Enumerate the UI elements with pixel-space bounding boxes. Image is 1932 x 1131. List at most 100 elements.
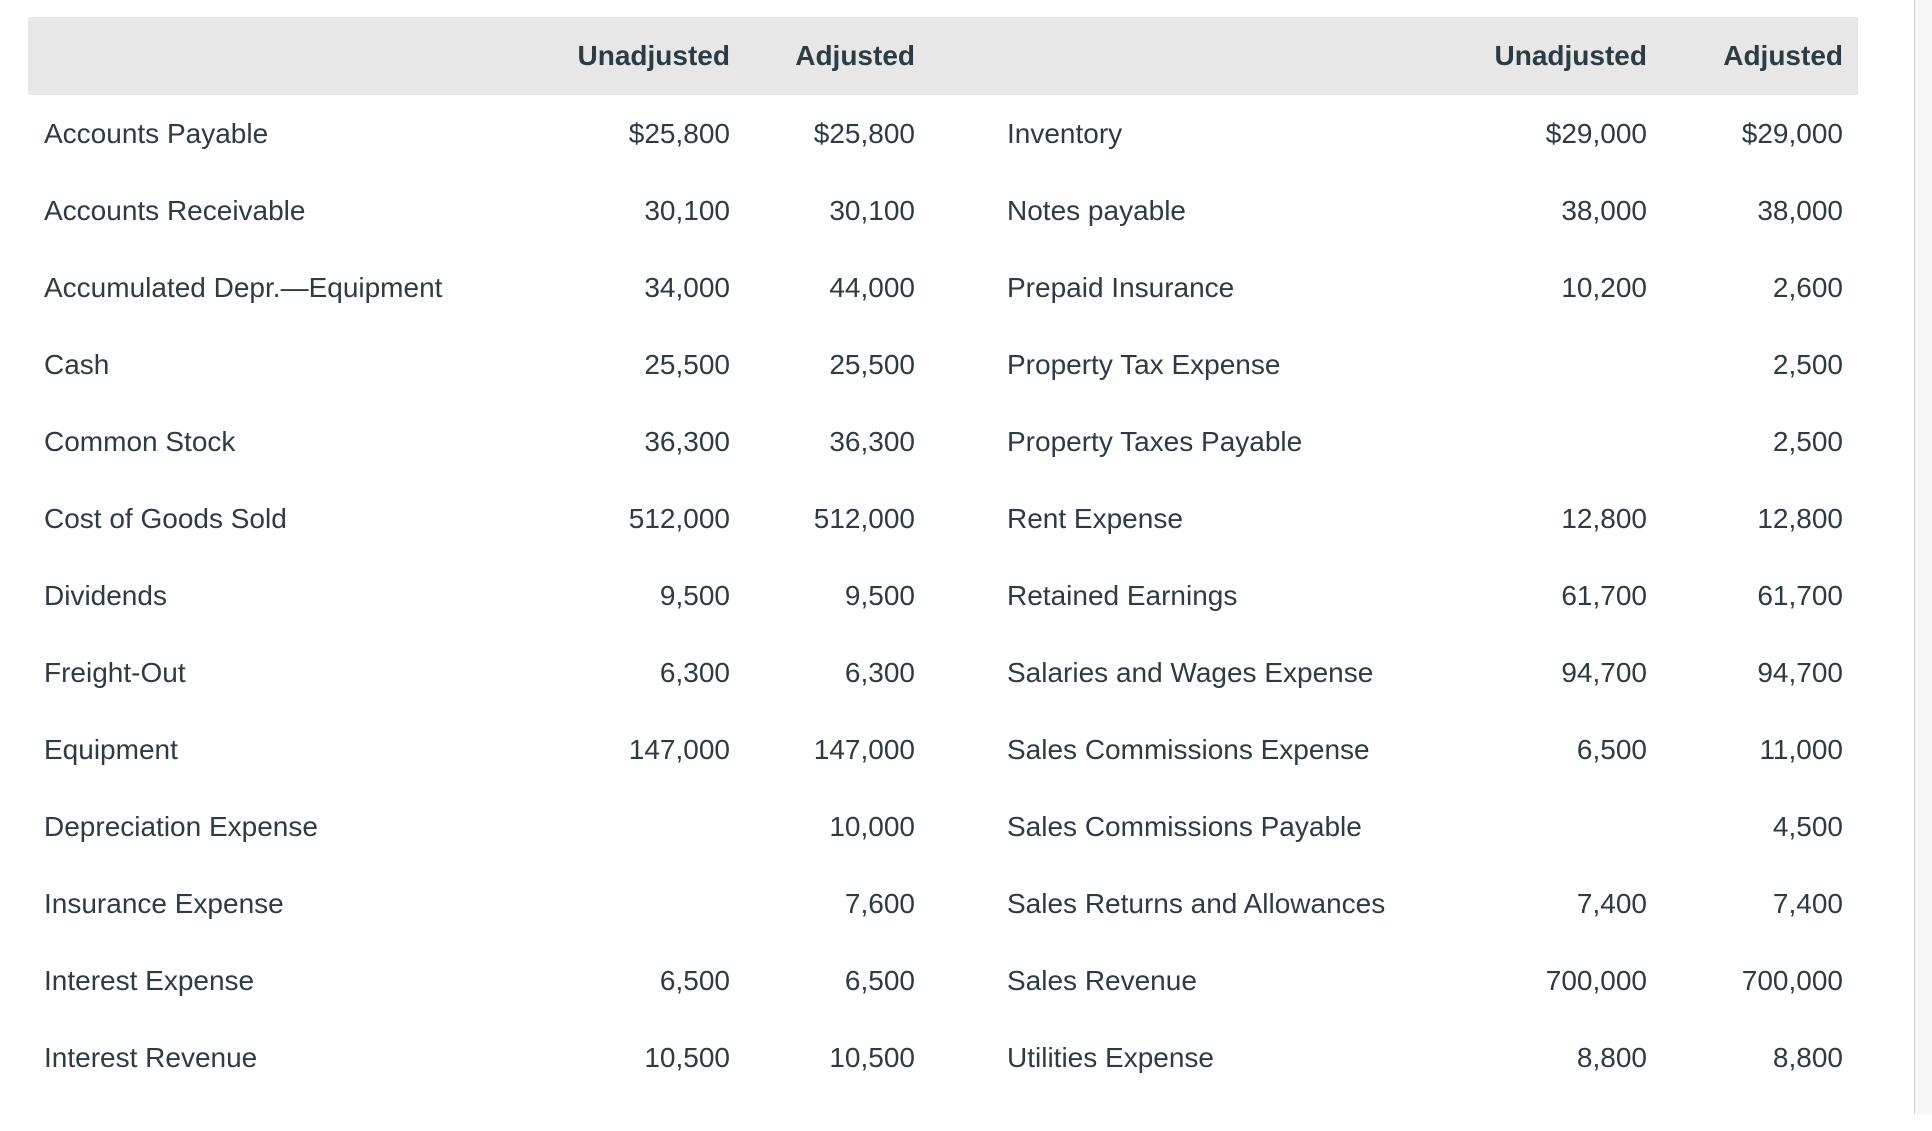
- adjusted-value-cell: 2,500: [1772, 425, 1843, 457]
- unadjusted-value-cell: 94,700: [1561, 656, 1647, 688]
- account-name-cell: Prepaid Insurance: [1007, 271, 1235, 303]
- account-name-cell: Notes payable: [1007, 194, 1187, 226]
- account-name-cell: Property Tax Expense: [1007, 348, 1281, 380]
- header-adjusted-right: Adjusted: [1723, 40, 1843, 71]
- unadjusted-value-cell: 36,300: [644, 425, 730, 457]
- account-name-cell: Sales Revenue: [1007, 964, 1197, 996]
- header-adjusted-left: Adjusted: [795, 40, 915, 71]
- adjusted-value-cell: 44,000: [829, 271, 915, 303]
- unadjusted-value-cell: $29,000: [1545, 117, 1647, 149]
- account-name-cell: Cash: [44, 348, 110, 380]
- unadjusted-value-cell: 6,500: [659, 964, 730, 996]
- unadjusted-value-cell: 10,500: [644, 1041, 730, 1073]
- adjusted-value-cell: 7,400: [1772, 887, 1843, 919]
- adjusted-value-cell: 10,000: [829, 810, 915, 842]
- unadjusted-value-cell: [1460, 788, 1647, 865]
- account-name-cell: Cost of Goods Sold: [44, 502, 287, 534]
- unadjusted-value-cell: 34,000: [644, 271, 730, 303]
- adjusted-value-cell: 4,500: [1772, 810, 1843, 842]
- unadjusted-value-cell: [1460, 326, 1647, 403]
- adjusted-value-cell: 6,500: [844, 964, 915, 996]
- table-row: Accounts Payable $25,800 $25,800 Inventory $…: [28, 95, 1858, 172]
- table-row: Freight-Out 6,300 6,300 Salaries and Wages …: [28, 634, 1858, 711]
- account-name-cell: Sales Commissions Expense: [1007, 733, 1370, 765]
- adjusted-value-cell: 38,000: [1757, 194, 1843, 226]
- unadjusted-value-cell: [1460, 403, 1647, 480]
- adjusted-value-cell: 700,000: [1741, 964, 1843, 996]
- adjusted-value-cell: 30,100: [829, 194, 915, 226]
- account-name-cell: Retained Earnings: [1007, 579, 1238, 611]
- unadjusted-value-cell: 6,500: [1576, 733, 1647, 765]
- table-row: Common Stock 36,300 36,300 Property Taxes P…: [28, 403, 1858, 480]
- unadjusted-value-cell: [558, 865, 730, 942]
- unadjusted-value-cell: $25,800: [628, 117, 730, 149]
- table-row: Accumulated Depr.—Equipment 34,000 44,000 P…: [28, 249, 1858, 326]
- adjusted-value-cell: 2,600: [1772, 271, 1843, 303]
- table-row: Equipment 147,000 147,000 Sales Commissions…: [28, 711, 1858, 788]
- adjusted-value-cell: 11,000: [1759, 733, 1843, 765]
- adjusted-value-cell: 147,000: [813, 733, 915, 765]
- account-name-cell: Property Taxes Payable: [1007, 425, 1303, 457]
- adjusted-value-cell: 8,800: [1772, 1041, 1843, 1073]
- header-account-left: [28, 17, 558, 95]
- table-row: Interest Expense 6,500 6,500 Sales Revenue 7…: [28, 942, 1858, 1019]
- trial-balance-table: Unadjusted Adjusted Unadjusted Adjusted …: [28, 17, 1858, 1096]
- unadjusted-value-cell: 12,800: [1561, 502, 1647, 534]
- table-row: Interest Revenue 10,500 10,500 Utilities Ex…: [28, 1019, 1858, 1096]
- table-row: Accounts Receivable 30,100 30,100 Notes pay…: [28, 172, 1858, 249]
- adjusted-value-cell: 61,700: [1757, 579, 1843, 611]
- adjusted-value-cell: 512,000: [813, 502, 915, 534]
- table-header-row: Unadjusted Adjusted Unadjusted Adjusted: [28, 17, 1858, 95]
- unadjusted-value-cell: 10,200: [1561, 271, 1647, 303]
- adjusted-value-cell: 6,300: [844, 656, 915, 688]
- account-name-cell: Common Stock: [44, 425, 236, 457]
- unadjusted-value-cell: [558, 788, 730, 865]
- account-name-cell: Freight-Out: [44, 656, 186, 688]
- adjusted-value-cell: 36,300: [829, 425, 915, 457]
- table-row: Dividends 9,500 9,500 Retained Earnings 61,7…: [28, 557, 1858, 634]
- adjusted-value-cell: 94,700: [1757, 656, 1843, 688]
- table-row: Insurance Expense 7,600 Sales Returns and …: [28, 865, 1858, 942]
- adjusted-value-cell: $25,800: [813, 117, 915, 149]
- account-name-cell: Accounts Payable: [44, 117, 269, 149]
- table-row: Cash 25,500 25,500 Property Tax Expense 2,50…: [28, 326, 1858, 403]
- header-account-right: [915, 17, 1460, 95]
- unadjusted-value-cell: 30,100: [644, 194, 730, 226]
- unadjusted-value-cell: 61,700: [1561, 579, 1647, 611]
- adjusted-value-cell: 10,500: [829, 1041, 915, 1073]
- account-name-cell: Utilities Expense: [1007, 1041, 1214, 1073]
- adjusted-value-cell: 25,500: [829, 348, 915, 380]
- unadjusted-value-cell: 147,000: [628, 733, 730, 765]
- account-name-cell: Salaries and Wages Expense: [1007, 656, 1374, 688]
- unadjusted-value-cell: 512,000: [628, 502, 730, 534]
- account-name-cell: Inventory: [1007, 117, 1123, 149]
- unadjusted-value-cell: 25,500: [644, 348, 730, 380]
- account-name-cell: Interest Revenue: [44, 1041, 258, 1073]
- account-name-cell: Sales Returns and Allowances: [1007, 887, 1386, 919]
- account-name-cell: Depreciation Expense: [44, 810, 318, 842]
- header-unadjusted-left: Unadjusted: [577, 40, 730, 71]
- account-name-cell: Insurance Expense: [44, 887, 284, 919]
- account-name-cell: Rent Expense: [1007, 502, 1183, 534]
- unadjusted-value-cell: 700,000: [1545, 964, 1647, 996]
- vertical-scrollbar-track[interactable]: [1914, 0, 1932, 1114]
- header-unadjusted-right: Unadjusted: [1494, 40, 1647, 71]
- unadjusted-value-cell: 38,000: [1561, 194, 1647, 226]
- account-name-cell: Accounts Receivable: [44, 194, 306, 226]
- unadjusted-value-cell: 9,500: [659, 579, 730, 611]
- unadjusted-value-cell: 6,300: [659, 656, 730, 688]
- table-row: Depreciation Expense 10,000 Sales Commissi…: [28, 788, 1858, 865]
- adjusted-value-cell: 7,600: [844, 887, 915, 919]
- adjusted-value-cell: 9,500: [844, 579, 915, 611]
- adjusted-value-cell: 12,800: [1757, 502, 1843, 534]
- account-name-cell: Equipment: [44, 733, 178, 765]
- account-name-cell: Dividends: [44, 579, 167, 611]
- adjusted-value-cell: 2,500: [1772, 348, 1843, 380]
- adjusted-value-cell: $29,000: [1741, 117, 1843, 149]
- account-name-cell: Interest Expense: [44, 964, 255, 996]
- account-name-cell: Accumulated Depr.—Equipment: [44, 271, 443, 303]
- table-row: Cost of Goods Sold 512,000 512,000 Rent Exp…: [28, 480, 1858, 557]
- unadjusted-value-cell: 8,800: [1576, 1041, 1647, 1073]
- unadjusted-value-cell: 7,400: [1576, 887, 1647, 919]
